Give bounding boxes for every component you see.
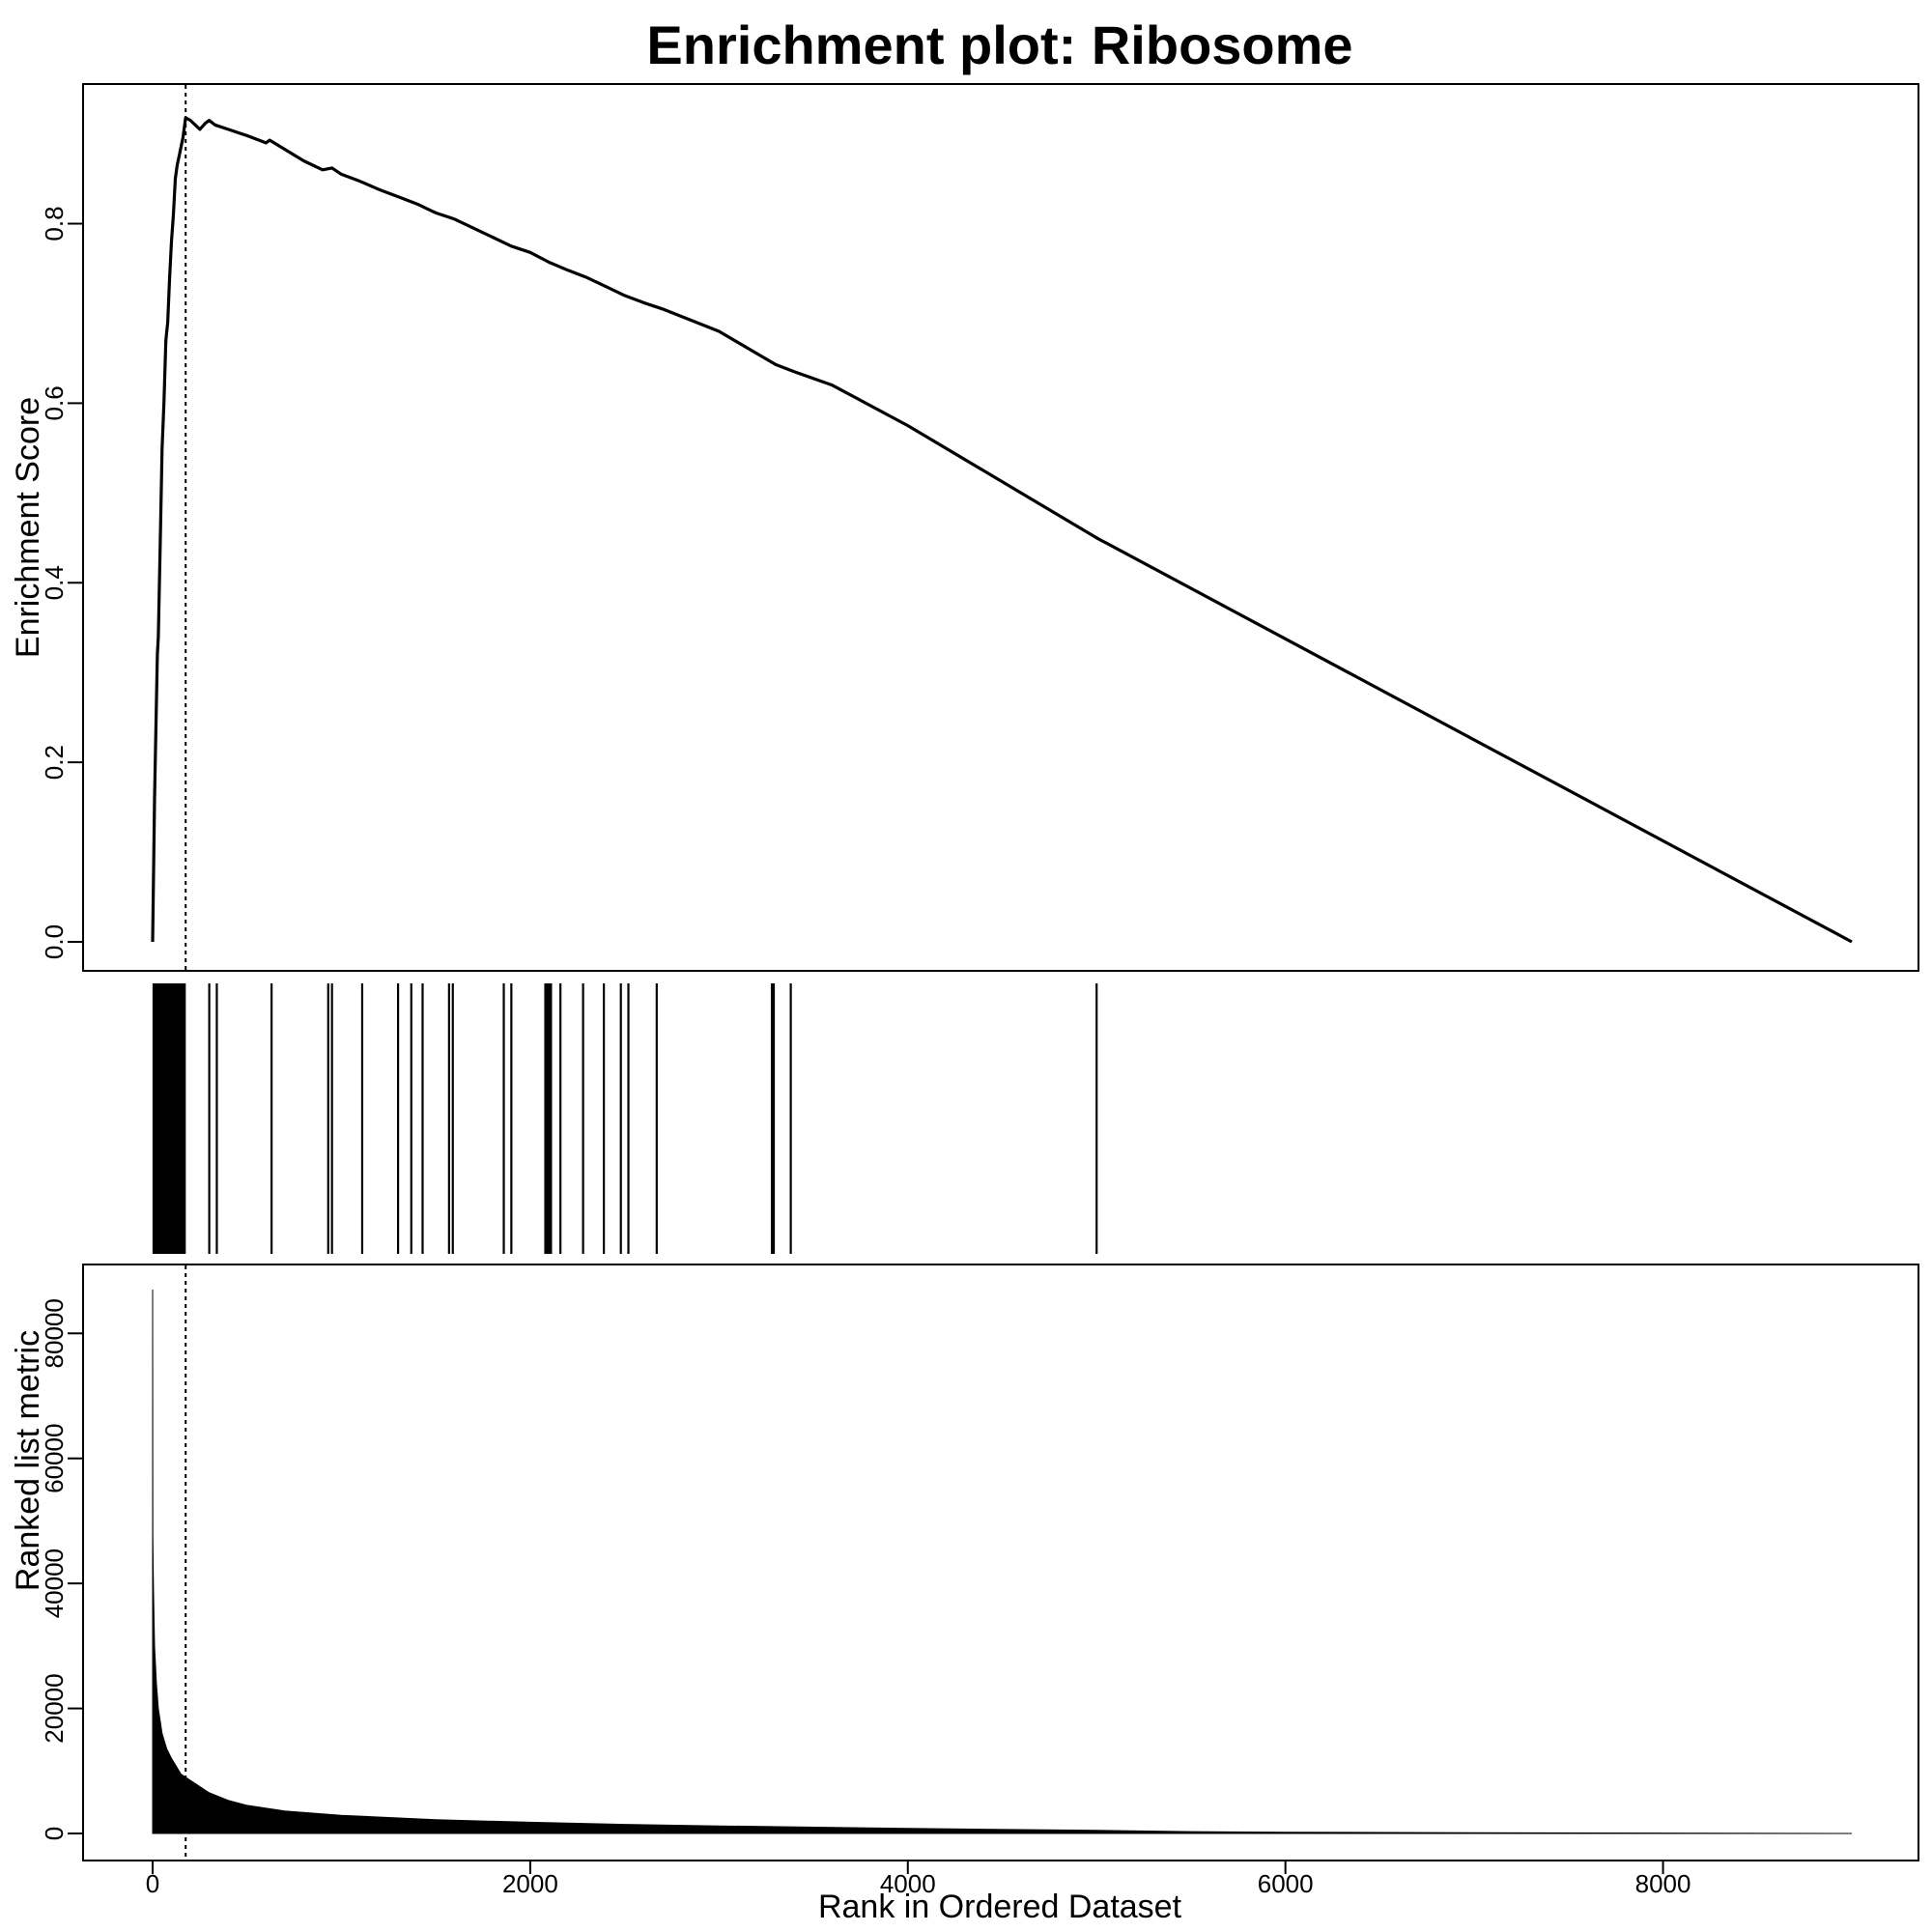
es-y-tick-label: 0.6: [40, 385, 69, 420]
x-tick-label: 4000: [880, 1869, 936, 1898]
es-y-tick-label: 0.4: [40, 565, 69, 600]
rlm-y-tick-label: 60000: [40, 1424, 69, 1493]
chart-title: Enrichment plot: Ribosome: [646, 14, 1352, 75]
enrichment-score-y-label: Enrichment Score: [10, 397, 46, 658]
rlm-y-tick-label: 20000: [40, 1673, 69, 1743]
es-y-tick-label: 0.0: [40, 924, 69, 959]
ranked-list-metric-y-label: Ranked list metric: [10, 1330, 46, 1591]
rlm-y-tick-label: 80000: [40, 1298, 69, 1368]
ranked-list-metric-area: [152, 1289, 1853, 1834]
rlm-y-tick-label: 40000: [40, 1548, 69, 1618]
enrichment-score-panel-frame: [82, 83, 1919, 972]
x-axis: 0 2000 4000 6000 8000: [146, 1861, 1691, 1898]
rlm-y-tick-label: 0: [40, 1827, 69, 1840]
x-tick-label: 6000: [1258, 1869, 1314, 1898]
es-y-tick-label: 0.8: [40, 206, 69, 241]
es-y-tick-label: 0.2: [40, 745, 69, 780]
ranked-list-metric-panel-frame: [82, 1264, 1919, 1861]
enrichment-score-line: [151, 116, 1853, 944]
enrichment-score-y-axis: 0.0 0.2 0.4 0.6 0.8: [40, 206, 83, 959]
ranked-list-metric-y-axis: 0 20000 40000 60000 80000: [40, 1298, 83, 1840]
x-axis-label: Rank in Ordered Dataset: [818, 1889, 1182, 1925]
gene-hits-barcode: [152, 983, 1098, 1254]
x-tick-label: 2000: [502, 1869, 558, 1898]
x-tick-label: 8000: [1635, 1869, 1691, 1898]
x-tick-label: 0: [146, 1869, 159, 1898]
